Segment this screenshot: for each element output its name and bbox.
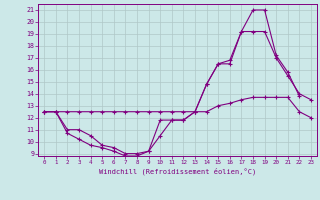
X-axis label: Windchill (Refroidissement éolien,°C): Windchill (Refroidissement éolien,°C) — [99, 168, 256, 175]
